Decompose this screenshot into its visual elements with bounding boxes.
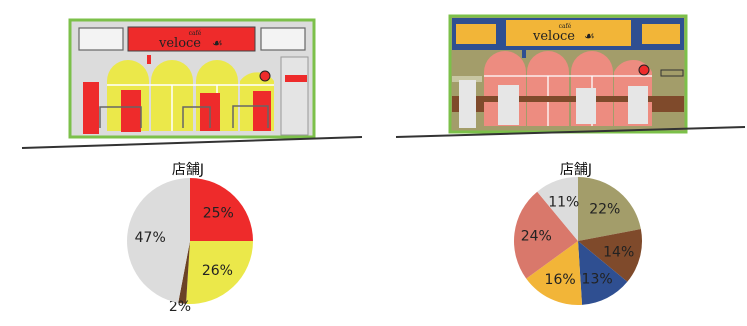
chart-left: 25% 26% 2% 47% (127, 178, 253, 315)
right-storefront: café veloce ☙ (395, 14, 746, 138)
pie-slice (578, 241, 628, 305)
right-sign-brand: veloce (532, 29, 575, 44)
pie-data-label: 14% (603, 244, 634, 260)
left-side-sign (285, 75, 307, 82)
right-sign-board (506, 20, 631, 46)
pie-slice (513, 191, 578, 279)
right-window-top-right (642, 24, 680, 44)
right-sign-small: café (559, 23, 572, 30)
left-board-1 (83, 82, 99, 134)
pie-slice (178, 241, 190, 304)
pie-slice (578, 229, 643, 282)
right-window-top-left (456, 24, 496, 44)
pie-data-label: 11% (548, 195, 579, 211)
right-ground-line (395, 126, 746, 138)
pie-data-label: 25% (203, 206, 234, 222)
pie-data-label: 2% (169, 299, 191, 315)
pie-slice (190, 178, 253, 241)
pie-data-label: 24% (521, 229, 552, 245)
right-board-2 (498, 85, 519, 125)
right-small-sign (522, 50, 526, 58)
left-side-door (280, 56, 309, 136)
right-board-4 (628, 86, 648, 124)
pie-data-label: 47% (135, 230, 166, 246)
pie-data-label: 13% (582, 271, 613, 287)
right-sign-logo-icon: ☙ (584, 29, 595, 43)
pie-slice (537, 177, 578, 241)
pie-data-label: 16% (545, 272, 576, 288)
pie-slice (127, 178, 190, 303)
left-ground-line (21, 136, 363, 149)
pie-data-label: 26% (202, 263, 233, 279)
chart-right-title: 店舗J (560, 162, 592, 178)
left-board-2 (121, 90, 141, 132)
right-emblem-icon (638, 64, 650, 76)
left-storefront: café veloce ☙ (21, 18, 363, 149)
left-sign-board (127, 26, 256, 52)
left-small-sign (147, 55, 151, 64)
right-board-1 (459, 80, 476, 128)
left-window-top-right (260, 27, 306, 51)
chart-right: 22% 14% 13% 16% 24% 11% (513, 177, 643, 305)
left-board-4 (253, 91, 271, 131)
chart-left-title: 店舗J (172, 162, 204, 178)
pie-slice (578, 177, 641, 241)
left-sign-brand: veloce (158, 36, 201, 51)
right-board-3 (576, 88, 596, 124)
left-window-top-left (78, 27, 124, 51)
right-side-sign (660, 69, 684, 77)
left-sign-logo-icon: ☙ (212, 36, 223, 50)
left-sign-small: café (189, 30, 202, 37)
pie-data-label: 22% (589, 202, 620, 218)
pie-slice (186, 241, 253, 305)
left-emblem-icon (259, 70, 271, 82)
pie-slice (526, 241, 583, 305)
